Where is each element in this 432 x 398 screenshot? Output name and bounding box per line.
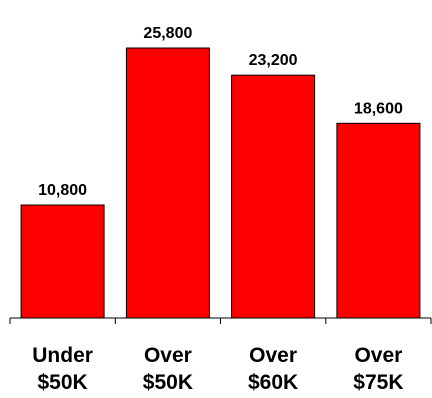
tick-label-1-line-1: Under	[32, 344, 93, 367]
labels-layer: 10,800 Under $50K 25,800 Over $50K 23,200 Over $…	[32, 25, 403, 394]
bar-4	[336, 122, 421, 319]
bar-2	[125, 47, 210, 319]
bar-1	[20, 204, 105, 319]
tick-label-2-line-1: Over	[144, 344, 192, 367]
tick-label-1-line-2: $50K	[37, 371, 87, 393]
tick-label-2-line-2: $50K	[143, 371, 193, 393]
tick-label-4-line-2: $75K	[353, 371, 403, 393]
bar-3	[231, 74, 316, 319]
tick-label-3-line-2: $60K	[248, 371, 298, 393]
data-label-1: 10,800	[38, 182, 87, 199]
data-label-2: 25,800	[143, 25, 192, 42]
bars-layer	[20, 47, 421, 319]
data-label-3: 23,200	[249, 52, 298, 69]
tick-label-4-line-1: Over	[354, 344, 402, 367]
data-label-4: 18,600	[354, 100, 403, 117]
x-axis	[9, 317, 432, 324]
tick-label-3-line-1: Over	[249, 344, 297, 367]
